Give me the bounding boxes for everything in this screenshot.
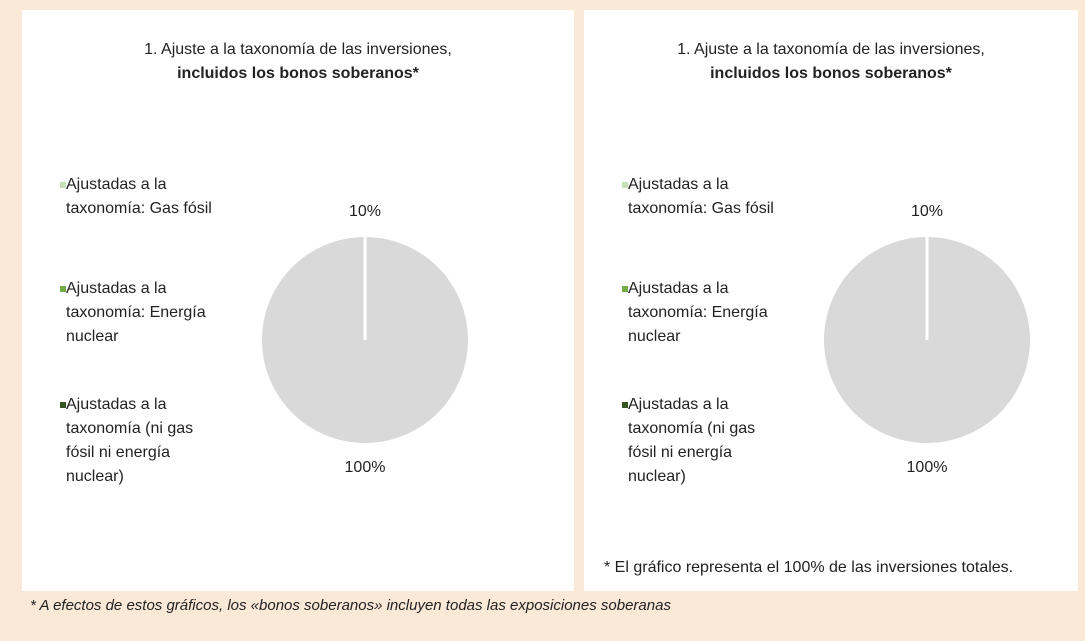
legend-label: Ajustadas a la taxonomía: Gas fósil xyxy=(66,176,212,217)
data-label: 100% xyxy=(907,459,948,476)
chart-title: 1. Ajuste a la taxonomía de las inversio… xyxy=(144,41,452,58)
chart-subtitle: incluidos los bonos soberanos* xyxy=(177,65,419,82)
annotation: 10% xyxy=(911,203,943,220)
legend-label: Ajustadas a la taxonomía: Gas fósil xyxy=(628,176,774,217)
legend-swatch xyxy=(622,182,628,188)
legend-label: Ajustadas a la taxonomía: Energía nuclea… xyxy=(628,280,768,345)
footnote: * A efectos de estos gráficos, los «bono… xyxy=(30,597,671,614)
pie-chart: 100% 10% xyxy=(262,203,468,476)
legend-label: Ajustadas a la taxonomía: Energía nuclea… xyxy=(66,280,206,345)
legend-label: Ajustadas a la taxonomía (ni gas fósil n… xyxy=(628,396,756,485)
data-label: 100% xyxy=(345,459,386,476)
legend-swatch xyxy=(60,402,66,408)
legend-swatch xyxy=(60,286,66,292)
pie-chart: 100% 10% xyxy=(824,203,1030,476)
legend-swatch xyxy=(622,402,628,408)
chart-note: * El gráfico representa el 100% de las i… xyxy=(604,559,1014,576)
chart-title: 1. Ajuste a la taxonomía de las inversio… xyxy=(677,41,985,58)
chart-subtitle: incluidos los bonos soberanos* xyxy=(710,65,952,82)
annotation: 10% xyxy=(349,203,381,220)
chart-panel: 1. Ajuste a la taxonomía de las inversio… xyxy=(584,10,1078,591)
legend-swatch xyxy=(622,286,628,292)
chart-panel: 1. Ajuste a la taxonomía de las inversio… xyxy=(22,10,574,591)
legend-swatch xyxy=(60,182,66,188)
legend-label: Ajustadas a la taxonomía (ni gas fósil n… xyxy=(66,396,194,485)
